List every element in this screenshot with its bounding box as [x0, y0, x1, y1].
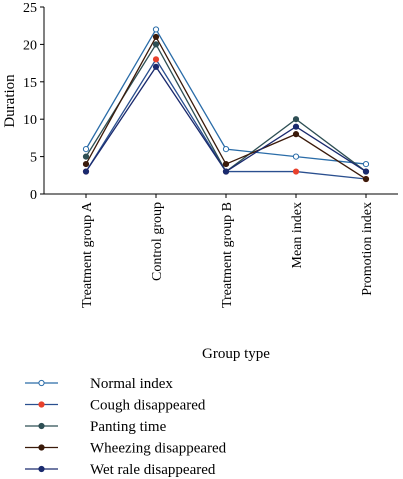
y-tick-label: 5 [30, 151, 37, 166]
data-point [362, 160, 370, 168]
legend-marker [38, 401, 45, 408]
data-point [152, 33, 160, 41]
data-point [82, 168, 90, 175]
data-point [152, 56, 160, 63]
data-point [152, 41, 160, 48]
x-tick-label: Treatment group B [220, 202, 235, 308]
y-tick-label: 20 [23, 38, 37, 53]
x-tick-label: Control group [150, 202, 165, 281]
y-ticks: 0 5 10 15 20 25 [23, 1, 44, 203]
x-tick-label: Promotion index [360, 202, 375, 296]
y-axis-title: Duration [2, 74, 18, 128]
legend-label: Wheezing disappeared [90, 441, 227, 457]
legend-marker [38, 379, 45, 387]
x-ticks: Treatment group A Control group Treatment … [80, 194, 375, 308]
data-point [362, 168, 370, 175]
y-tick-label: 15 [23, 76, 37, 91]
data-point [152, 63, 160, 70]
data-point [222, 168, 230, 175]
legend-marker [38, 422, 45, 430]
series-lines [85, 28, 367, 180]
legend-label: Cough disappeared [90, 398, 206, 414]
x-axis-title: Group type [202, 346, 270, 362]
data-point [82, 153, 90, 160]
data-point [292, 168, 300, 175]
y-tick-label: 0 [30, 188, 37, 203]
x-tick-label: Mean index [290, 202, 305, 268]
legend: Normal index Cough disappeared Panting tim… [25, 376, 227, 478]
y-tick-label: 10 [23, 113, 37, 128]
data-point [362, 175, 370, 183]
series-markers [82, 26, 370, 183]
data-point [152, 26, 160, 33]
data-point [292, 123, 300, 130]
axes [43, 7, 398, 195]
data-point [222, 160, 230, 168]
y-tick-label: 25 [23, 1, 37, 16]
series-line [85, 65, 367, 173]
legend-marker [38, 444, 45, 451]
data-point [222, 146, 230, 153]
legend-label: Wet rale disappeared [90, 462, 216, 478]
data-point [292, 131, 300, 138]
data-point [82, 160, 90, 168]
legend-marker [38, 465, 45, 473]
data-point [82, 146, 90, 153]
legend-label: Normal index [90, 376, 173, 392]
data-point [292, 153, 300, 160]
x-tick-label: Treatment group A [80, 201, 95, 308]
data-point [292, 116, 300, 123]
legend-label: Panting time [90, 419, 167, 435]
